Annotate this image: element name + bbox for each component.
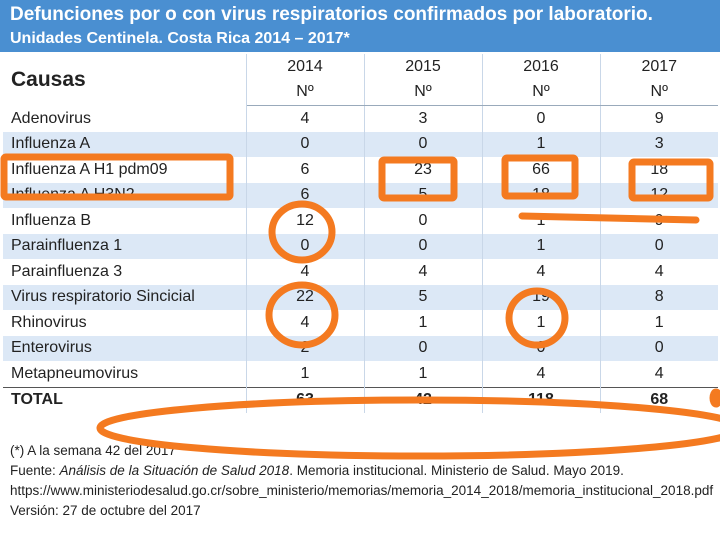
table-row: Influenza A H1 pdm09 6 23 66 18 [3, 157, 718, 183]
deaths-table: Causas 2014 2015 2016 2017 Nº Nº Nº Nº A… [3, 54, 718, 413]
total-cell: 42 [364, 386, 483, 413]
total-cell: 118 [482, 386, 601, 413]
count-cell: 6 [246, 157, 365, 183]
count-cell: 12 [246, 208, 365, 234]
count-cell: 0 [600, 233, 718, 259]
count-cell: 18 [482, 182, 601, 208]
count-cell: 1 [364, 361, 483, 387]
count-cell: 5 [364, 284, 483, 310]
year-header: 2017 [600, 54, 718, 80]
count-cell: 0 [246, 131, 365, 157]
cause-cell: Parainfluenza 3 [3, 259, 247, 285]
table-row: Influenza B 12 0 1 9 [3, 208, 718, 234]
count-cell: 0 [482, 105, 601, 132]
count-cell: 23 [364, 157, 483, 183]
count-cell: 0 [364, 131, 483, 157]
count-cell: 66 [482, 157, 601, 183]
source-line: Fuente: Análisis de la Situación de Salu… [10, 461, 715, 481]
count-cell: 22 [246, 284, 365, 310]
total-label: TOTAL [3, 386, 247, 413]
count-cell: 4 [482, 361, 601, 387]
year-header: 2016 [482, 54, 601, 80]
count-cell: 1 [482, 310, 601, 336]
causes-header: Causas [3, 54, 247, 106]
count-cell: 0 [364, 208, 483, 234]
count-cell: 18 [650, 160, 669, 178]
count-cell: 1 [654, 313, 664, 331]
footnote: (*) A la semana 42 del 2017 [10, 443, 176, 458]
cause-cell: Adenovirus [3, 105, 247, 132]
count-cell: 1 [482, 131, 601, 157]
notes: (*) A la semana 42 del 2017 Fuente: Anál… [10, 441, 715, 521]
count-cell: 9 [654, 109, 664, 127]
cause-cell: Influenza B [3, 208, 247, 234]
cause-cell: Influenza A H1 pdm09 [3, 157, 247, 183]
count-cell: 3 [600, 131, 718, 157]
count-cell: 1 [482, 233, 601, 259]
count-cell: 0 [364, 335, 483, 361]
count-header: Nº [364, 79, 483, 106]
cause-cell: Metapneumovirus [3, 361, 247, 387]
count-cell: 4 [246, 105, 365, 132]
table-row: Adenovirus 4 3 0 9 [3, 105, 718, 132]
cause-cell: Influenza A H3N2 [3, 182, 247, 208]
count-cell: 9 [654, 211, 664, 229]
cause-cell: Rhinovirus [3, 310, 247, 336]
count-cell: 0 [600, 335, 718, 361]
count-cell: 4 [246, 310, 365, 336]
count-cell: 3 [364, 105, 483, 132]
table-row: Influenza A H3N2 6 5 18 12 [3, 182, 718, 208]
table-row: Enterovirus 2 0 0 0 [3, 335, 718, 361]
table-row: Rhinovirus 4 1 1 1 [3, 310, 718, 336]
page-subtitle: Unidades Centinela. Costa Rica 2014 – 20… [10, 30, 350, 47]
table-row: Virus respiratorio Sincicial 22 5 19 8 [3, 284, 718, 310]
source-rest: . Memoria institucional. Ministerio de S… [289, 463, 624, 478]
count-cell: 12 [600, 182, 718, 208]
table-row: Metapneumovirus 1 1 4 4 [3, 361, 718, 387]
title-banner: Defunciones por o con virus respiratorio… [0, 0, 720, 52]
count-cell: 4 [364, 259, 483, 285]
count-cell: 1 [364, 310, 483, 336]
count-cell: 2 [246, 335, 365, 361]
count-header: Nº [246, 79, 365, 106]
cause-cell: Parainfluenza 1 [3, 233, 247, 259]
cause-cell: Enterovirus [3, 335, 247, 361]
count-cell: 4 [654, 364, 664, 382]
version-line: Versión: 27 de octubre del 2017 [10, 503, 201, 518]
total-cell: 68 [600, 386, 718, 413]
count-cell: 4 [246, 259, 365, 285]
count-cell: 8 [600, 284, 718, 310]
count-cell: 0 [482, 335, 601, 361]
count-cell: 4 [482, 259, 601, 285]
count-header: Nº [600, 79, 718, 106]
page-title: Defunciones por o con virus respiratorio… [10, 4, 653, 25]
total-cell: 63 [246, 386, 365, 413]
count-cell: 4 [654, 262, 664, 280]
count-header: Nº [482, 79, 601, 106]
source-prefix: Fuente: [10, 463, 60, 478]
source-url: https://www.ministeriodesalud.go.cr/sobr… [10, 483, 714, 498]
count-cell: 1 [246, 361, 365, 387]
count-cell: 6 [246, 182, 365, 208]
cause-cell: Virus respiratorio Sincicial [3, 284, 247, 310]
count-cell: 19 [482, 284, 601, 310]
count-cell: 0 [246, 233, 365, 259]
year-header: 2014 [246, 54, 365, 80]
count-cell: 5 [364, 182, 483, 208]
count-cell: 0 [364, 233, 483, 259]
count-cell: 1 [482, 208, 601, 234]
year-header: 2015 [364, 54, 483, 80]
cause-cell: Influenza A [3, 131, 247, 157]
total-row: TOTAL 63 42 118 68 [3, 386, 718, 413]
source-title: Análisis de la Situación de Salud 2018 [59, 463, 290, 478]
